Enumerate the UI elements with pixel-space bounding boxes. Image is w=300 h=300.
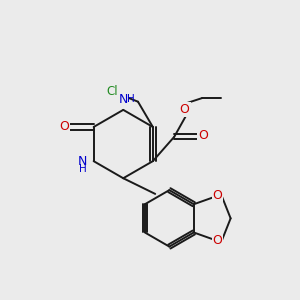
- Text: N: N: [78, 154, 87, 168]
- Text: N: N: [118, 93, 128, 106]
- Text: H: H: [128, 94, 135, 104]
- Text: O: O: [59, 121, 69, 134]
- Text: O: O: [213, 189, 223, 203]
- Text: H: H: [80, 164, 87, 174]
- Text: O: O: [213, 234, 223, 247]
- Text: Cl: Cl: [106, 85, 118, 98]
- Text: O: O: [198, 129, 208, 142]
- Text: O: O: [180, 103, 190, 116]
